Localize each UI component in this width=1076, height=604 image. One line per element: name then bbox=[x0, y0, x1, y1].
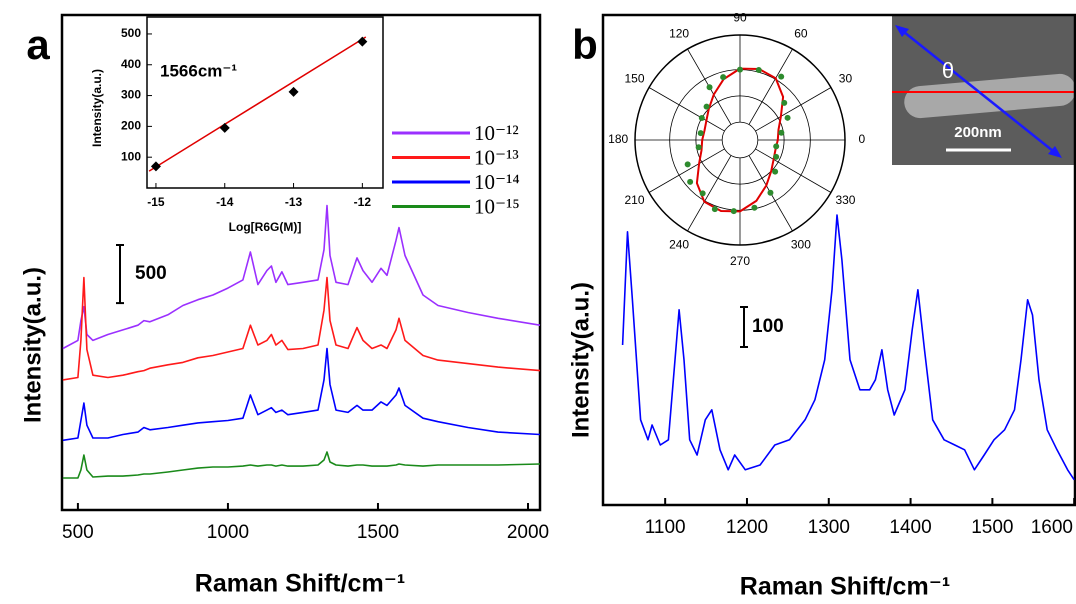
polar-point bbox=[703, 103, 710, 110]
x-tick-label: 1400 bbox=[889, 517, 931, 538]
polar-point bbox=[772, 168, 779, 175]
inset-y-label: Intensity(a.u.) bbox=[90, 69, 104, 147]
polar-point bbox=[720, 74, 727, 81]
polar-fit-curve bbox=[695, 67, 785, 213]
polar-spoke bbox=[687, 155, 732, 232]
spectrum-line bbox=[621, 214, 1075, 481]
y-tick-label: 200 bbox=[121, 119, 141, 133]
spectrum-line bbox=[62, 204, 541, 350]
plot-frame bbox=[60, 13, 542, 512]
angle-label: 150 bbox=[625, 71, 645, 85]
data-point bbox=[357, 36, 368, 47]
x-tick-label: 1300 bbox=[808, 517, 850, 538]
angle-label: 180 bbox=[608, 132, 628, 146]
spectrum-line bbox=[62, 451, 541, 479]
polar-spoke bbox=[648, 87, 725, 132]
polar-point bbox=[773, 143, 780, 150]
x-tick-label: 1000 bbox=[207, 522, 249, 543]
sem-image: θ 200nm bbox=[892, 15, 1076, 165]
x-tick-label: 1600 bbox=[1031, 517, 1073, 538]
angle-label: 270 bbox=[730, 254, 750, 268]
scale-bar-label: 100 bbox=[752, 316, 784, 337]
polar-spoke bbox=[755, 148, 832, 193]
polar-point bbox=[706, 84, 713, 91]
x-tick-label: 1500 bbox=[971, 517, 1013, 538]
sem-scale-label: 200nm bbox=[954, 124, 1002, 141]
inset-title: 1566cm⁻¹ bbox=[160, 61, 237, 80]
polar-point bbox=[767, 189, 774, 196]
x-axis-label: Raman Shift/cm⁻¹ bbox=[195, 570, 405, 598]
polar-point bbox=[784, 114, 791, 121]
legend-label: 10⁻¹² bbox=[474, 121, 519, 145]
angle-label: 0 bbox=[858, 132, 865, 146]
spectrum-line bbox=[62, 347, 541, 442]
polar-spoke bbox=[648, 148, 725, 193]
angle-label: 210 bbox=[625, 193, 645, 207]
polar-point bbox=[699, 190, 706, 197]
x-tick-label: -15 bbox=[147, 195, 165, 209]
polar-point bbox=[730, 208, 737, 215]
x-tick-label: 1200 bbox=[726, 517, 768, 538]
fit-line bbox=[148, 36, 367, 172]
polar-point bbox=[778, 129, 785, 136]
plot-frame bbox=[601, 13, 1076, 507]
angle-label: 300 bbox=[791, 238, 811, 252]
polar-point bbox=[737, 66, 743, 73]
polar-point bbox=[751, 204, 758, 211]
legend-label: 10⁻¹³ bbox=[474, 145, 519, 169]
x-tick-label: 1500 bbox=[357, 522, 399, 543]
polar-point bbox=[695, 144, 702, 151]
y-tick-label: 100 bbox=[121, 149, 141, 163]
angle-label: 120 bbox=[669, 27, 689, 41]
angle-label: 30 bbox=[839, 71, 853, 85]
x-tick-label: 1100 bbox=[645, 517, 686, 538]
polar-point bbox=[778, 73, 785, 80]
x-tick-label: 2000 bbox=[507, 522, 549, 543]
polar-spoke bbox=[748, 48, 793, 125]
angle-label: 60 bbox=[794, 27, 808, 41]
legend-label: 10⁻¹⁵ bbox=[474, 194, 520, 218]
nanorod bbox=[904, 73, 1076, 119]
angle-label: 90 bbox=[733, 10, 747, 24]
spectrum-line bbox=[62, 276, 541, 381]
y-tick-label: 300 bbox=[121, 88, 141, 102]
y-tick-label: 400 bbox=[121, 57, 141, 71]
polar-point bbox=[755, 67, 762, 74]
arrow-head bbox=[1048, 146, 1062, 158]
inset-x-label: Log[R6G(M)] bbox=[229, 220, 302, 234]
polar-point bbox=[698, 114, 705, 121]
panel-letter: b bbox=[572, 21, 598, 68]
polarization-arrow bbox=[898, 27, 1059, 156]
angle-label: 240 bbox=[669, 238, 689, 252]
scale-bar-label: 500 bbox=[135, 263, 167, 284]
x-tick-label: -14 bbox=[216, 195, 234, 209]
y-tick-label: 500 bbox=[121, 26, 141, 40]
inset-frame bbox=[146, 16, 384, 189]
x-tick-label: -12 bbox=[354, 195, 372, 209]
y-axis-label: Intensity(a.u.) bbox=[19, 267, 46, 423]
polar-point bbox=[697, 130, 704, 137]
data-point bbox=[219, 122, 230, 133]
polar-point bbox=[781, 99, 788, 106]
polar-point bbox=[711, 206, 718, 213]
data-point bbox=[150, 161, 161, 172]
polar-point bbox=[687, 178, 694, 185]
x-tick-label: -13 bbox=[285, 195, 303, 209]
polar-point bbox=[684, 161, 691, 168]
x-tick-label: 500 bbox=[62, 522, 94, 543]
data-point bbox=[288, 86, 299, 97]
arrow-head bbox=[895, 25, 909, 37]
polar-point bbox=[773, 153, 780, 160]
y-axis-label: Intensity(a.u.) bbox=[567, 282, 594, 438]
x-axis-label: Raman Shift/cm⁻¹ bbox=[740, 573, 950, 601]
angle-label: 330 bbox=[835, 193, 855, 207]
angle-label: θ bbox=[942, 58, 954, 83]
panel-letter: a bbox=[26, 21, 50, 68]
polar-spoke bbox=[755, 87, 832, 132]
legend-label: 10⁻¹⁴ bbox=[474, 170, 520, 194]
